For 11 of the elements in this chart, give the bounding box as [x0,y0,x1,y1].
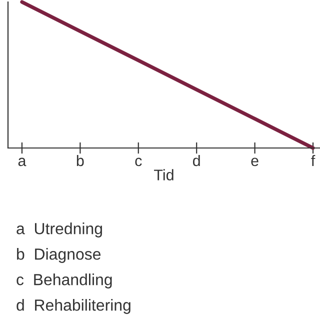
text: c Behandling [16,274,112,288]
x-tick-label: a [18,158,26,166]
x-tick-label: f [311,154,316,166]
x-tick-label: c [135,158,142,166]
text: a Utredning [16,222,102,238]
x-tick-label: b [76,154,84,166]
x-tick-label: e [251,158,258,166]
x-axis-title: Tid [154,169,174,180]
text: b Diagnose [17,248,101,263]
x-tick-label: d [192,154,200,166]
text: d Rehabilitering [16,299,130,314]
